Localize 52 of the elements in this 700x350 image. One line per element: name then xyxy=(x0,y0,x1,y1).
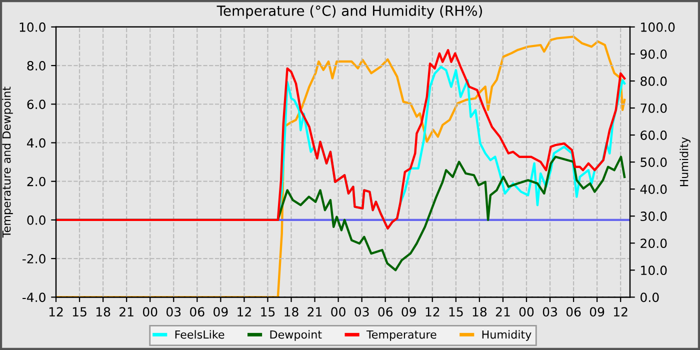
x-tick-label: 12 xyxy=(49,307,63,316)
x-tick-label: 12 xyxy=(238,307,251,316)
y-tick-label: 0.0 xyxy=(27,215,46,225)
legend-label: Humidity xyxy=(482,330,532,341)
x-tick-label: 21 xyxy=(308,307,322,316)
x-tick-label: 03 xyxy=(542,307,557,317)
x-tick-label: 15 xyxy=(449,307,463,317)
y2-tick-label: 60.0 xyxy=(640,130,667,140)
x-tick-label: 03 xyxy=(354,307,369,317)
x-tick-label: 03 xyxy=(166,307,181,317)
y-tick-label: 10.0 xyxy=(20,22,46,32)
x-tick-label: 18 xyxy=(284,307,298,317)
y2-tick-label: 30.0 xyxy=(640,212,667,222)
y2-tick-label: 10.0 xyxy=(641,266,667,276)
y2-tick-label: 100.0 xyxy=(641,22,675,32)
y2-axis-title: Humidity xyxy=(680,137,690,186)
x-tick-label: 00 xyxy=(519,307,534,317)
x-tick-label: 09 xyxy=(402,307,416,317)
y-tick-label: 4.0 xyxy=(27,138,46,148)
chart-title: Temperature (°C) and Humidity (RH%) xyxy=(216,5,482,19)
legend-label: FeelsLike xyxy=(175,330,224,339)
y2-tick-label: 50.0 xyxy=(640,158,667,167)
x-tick-label: 18 xyxy=(96,307,110,317)
x-tick-label: 12 xyxy=(426,307,440,316)
x-tick-label: 15 xyxy=(261,307,275,317)
y-tick-label: 8.0 xyxy=(27,61,46,70)
y-tick-label: 2.0 xyxy=(27,176,46,186)
x-tick-label: 06 xyxy=(378,307,393,317)
line-series xyxy=(56,36,626,298)
x-tick-label: 09 xyxy=(214,307,228,317)
legend-label: Temperature xyxy=(366,330,436,341)
y-tick-label: -2.0 xyxy=(22,254,46,264)
y2-tick-label: 90.0 xyxy=(640,49,667,59)
x-tick-label: 15 xyxy=(72,307,86,317)
x-tick-label: 06 xyxy=(190,307,204,317)
y2-tick-label: 0.0 xyxy=(640,292,659,302)
y2-tick-label: 20.0 xyxy=(640,238,667,248)
y2-tick-label: 40.0 xyxy=(640,184,667,194)
x-tick-label: 00 xyxy=(142,307,158,317)
x-tick-label: 21 xyxy=(496,307,510,316)
y2-tick-label: 70.0 xyxy=(640,103,667,113)
legend-label: Dewpoint xyxy=(270,330,322,341)
x-tick-label: 00 xyxy=(331,307,346,317)
x-tick-label: 21 xyxy=(120,307,134,316)
x-tick-label: 06 xyxy=(566,307,581,317)
y-axis-title: Temperature and Dewpoint xyxy=(2,86,13,238)
x-tick-label: 18 xyxy=(472,307,487,317)
x-tick-label: 12 xyxy=(614,307,628,316)
x-tick-label: 09 xyxy=(590,307,604,317)
y-tick-label: 6.0 xyxy=(27,100,46,110)
y-tick-label: -4.0 xyxy=(22,292,46,302)
y2-tick-label: 80.0 xyxy=(640,76,667,86)
